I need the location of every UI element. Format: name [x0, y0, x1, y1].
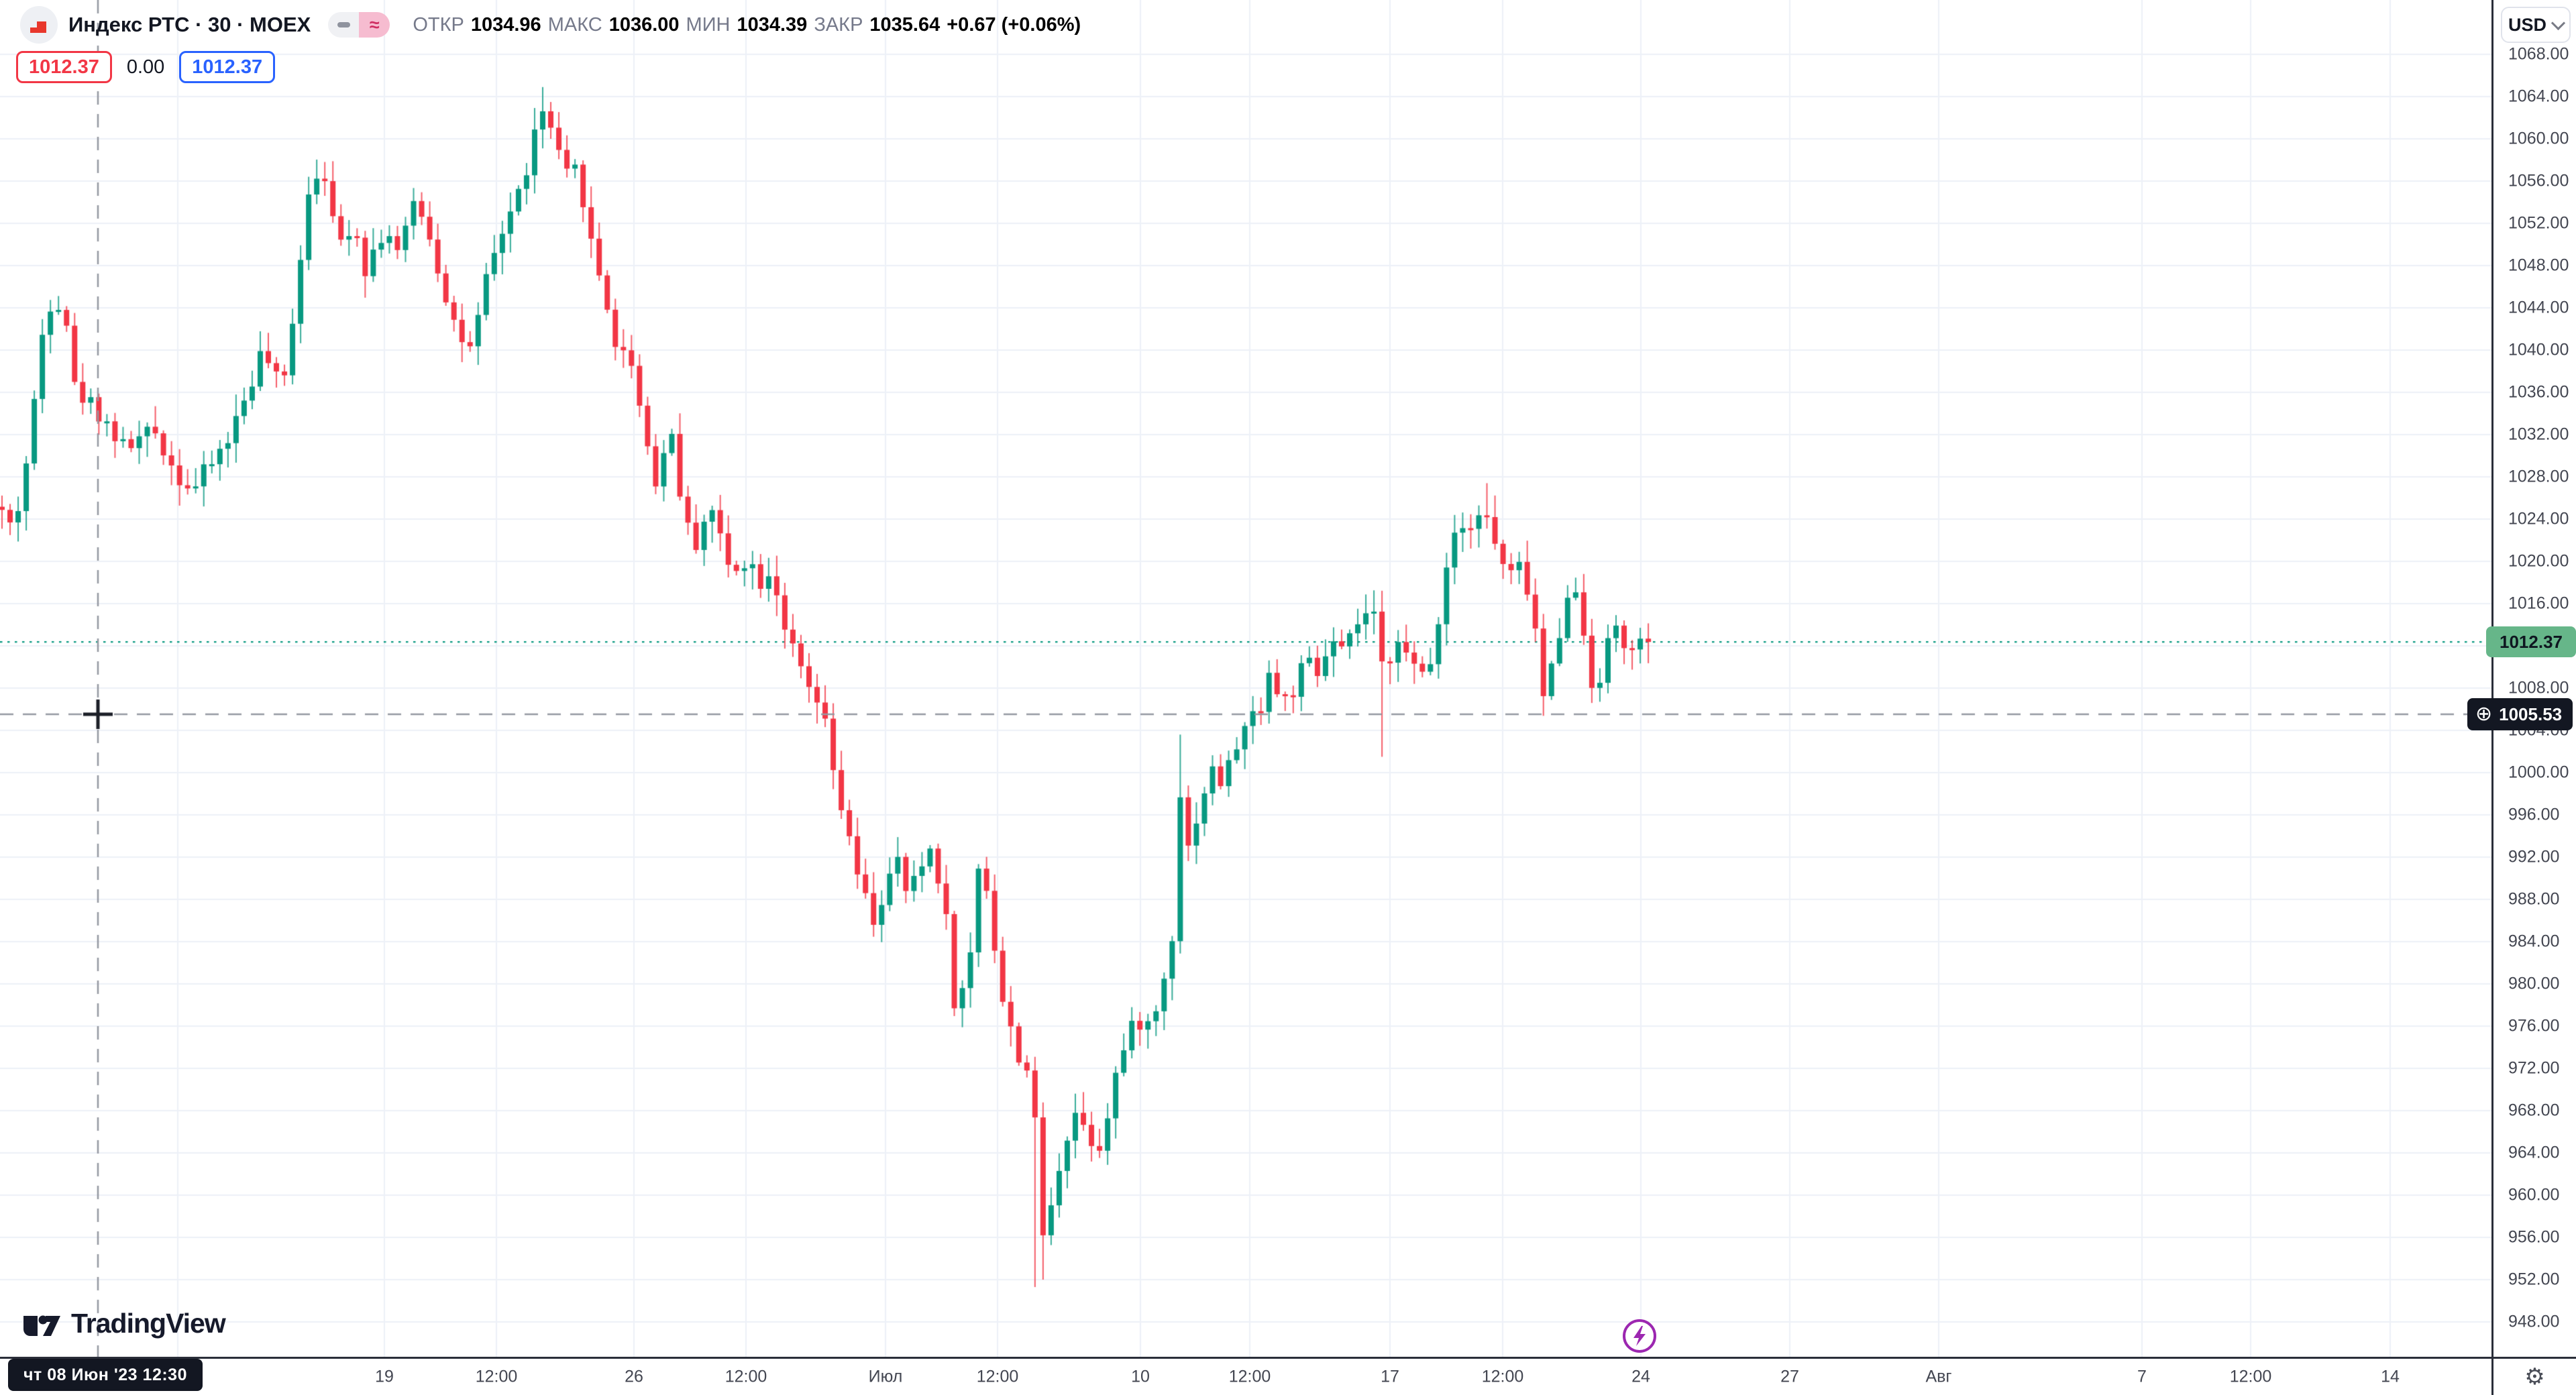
- time-tick: 12:00: [724, 1367, 767, 1386]
- time-tick: 14: [2381, 1367, 2400, 1386]
- time-tick: 24: [1631, 1367, 1650, 1386]
- currency-selector[interactable]: USD: [2501, 7, 2571, 43]
- time-tick: 12:00: [1481, 1367, 1524, 1386]
- price-tick: 988.00: [2508, 889, 2560, 909]
- tradingview-logo-text: TradingView: [71, 1308, 226, 1339]
- status-toggle-left[interactable]: [328, 12, 360, 38]
- open-value: 1034.96: [470, 13, 541, 36]
- price-tick: 976.00: [2508, 1016, 2560, 1036]
- time-tick: 27: [1780, 1367, 1799, 1386]
- time-tick: 12:00: [475, 1367, 518, 1386]
- price-tick: 1060.00: [2508, 129, 2569, 148]
- time-tick: 17: [1381, 1367, 1399, 1386]
- last-price-label: 1012.37: [2486, 626, 2576, 658]
- price-tick: 964.00: [2508, 1143, 2560, 1162]
- dash-icon: [337, 22, 350, 27]
- price-tick: 968.00: [2508, 1101, 2560, 1120]
- rts-logo-icon: [30, 21, 46, 33]
- price-tick: 1044.00: [2508, 298, 2569, 317]
- legend-price-lines-row: 1012.37 0.00 1012.37: [16, 51, 1081, 83]
- market-status-toggle[interactable]: ≈: [328, 12, 390, 38]
- price-tick: 980.00: [2508, 974, 2560, 993]
- time-tick: 26: [625, 1367, 643, 1386]
- legend-main-row: Индекс РТС · 30 · MOEX ≈ ОТКР 1034.96 МА…: [20, 6, 1081, 44]
- price-axis[interactable]: 1068.00 1064.00 1060.00 1056.00 1052.00 1048.…: [2491, 0, 2576, 1357]
- chevron-down-icon: [2551, 15, 2566, 30]
- price-tick: 952.00: [2508, 1270, 2560, 1289]
- chart-legend: Индекс РТС · 30 · MOEX ≈ ОТКР 1034.96 МА…: [16, 6, 1081, 83]
- time-tick: 19: [375, 1367, 394, 1386]
- price-tick: 1064.00: [2508, 87, 2569, 106]
- price-tick: 960.00: [2508, 1185, 2560, 1205]
- flash-update-icon[interactable]: [1621, 1317, 1658, 1358]
- price-tick: 1020.00: [2508, 551, 2569, 571]
- time-axis[interactable]: 131912:002612:00Июл12:001012:001712:0024…: [0, 1357, 2576, 1395]
- ohlc-values-row: ОТКР 1034.96 МАКС 1036.00 МИН 1034.39 ЗА…: [413, 14, 1081, 36]
- time-tick: Авг: [1925, 1367, 1952, 1386]
- currency-label: USD: [2508, 14, 2546, 35]
- low-label: МИН: [686, 13, 731, 36]
- time-tick: 12:00: [1228, 1367, 1271, 1386]
- close-label: ЗАКР: [814, 13, 863, 36]
- time-tick: 7: [2137, 1367, 2147, 1386]
- price-tick: 956.00: [2508, 1227, 2560, 1247]
- price-tick: 972.00: [2508, 1058, 2560, 1078]
- price-tick: 1056.00: [2508, 171, 2569, 190]
- change-value: +0.67 (+0.06%): [947, 13, 1081, 36]
- price-tick: 1028.00: [2508, 467, 2569, 486]
- time-tick: 12:00: [976, 1367, 1019, 1386]
- gear-icon[interactable]: ⚙: [2524, 1363, 2545, 1390]
- price-tick: 992.00: [2508, 847, 2560, 867]
- price-line-box-blue[interactable]: 1012.37: [179, 51, 276, 83]
- price-tick: 1040.00: [2508, 340, 2569, 359]
- price-tick: 996.00: [2508, 805, 2560, 824]
- price-tick: 1024.00: [2508, 509, 2569, 528]
- price-tick: 1000.00: [2508, 763, 2569, 782]
- close-value: 1035.64: [869, 13, 941, 36]
- symbol-logo-icon[interactable]: [20, 6, 58, 44]
- low-value: 1034.39: [737, 13, 808, 36]
- price-tick: 1052.00: [2508, 213, 2569, 233]
- price-tick: 984.00: [2508, 932, 2560, 951]
- symbol-title[interactable]: Индекс РТС · 30 · MOEX: [68, 13, 311, 36]
- high-value: 1036.00: [608, 13, 680, 36]
- tradingview-logo-icon: [23, 1315, 60, 1336]
- price-line-box-red[interactable]: 1012.37: [16, 51, 112, 83]
- crosshair-time-label: чт 08 Июн '23 12:30: [8, 1359, 203, 1391]
- time-tick: Июл: [868, 1367, 903, 1386]
- price-tick: 1032.00: [2508, 425, 2569, 444]
- status-toggle-right[interactable]: ≈: [359, 12, 390, 38]
- high-label: МАКС: [547, 13, 602, 36]
- price-line-diff: 0.00: [126, 56, 165, 78]
- price-tick: 1036.00: [2508, 382, 2569, 402]
- crosshair-price-value: 1005.53: [2499, 704, 2563, 724]
- approx-icon: ≈: [369, 14, 380, 35]
- time-tick: 12:00: [2229, 1367, 2272, 1386]
- open-label: ОТКР: [413, 13, 464, 36]
- crosshair-price-label: ⊕ 1005.53: [2467, 698, 2573, 730]
- price-tick: 1008.00: [2508, 678, 2569, 698]
- axis-settings-corner[interactable]: ⚙: [2491, 1357, 2576, 1395]
- time-tick: 10: [1131, 1367, 1150, 1386]
- price-tick: 1048.00: [2508, 256, 2569, 275]
- price-tick: 948.00: [2508, 1312, 2560, 1331]
- candlestick-chart-pane[interactable]: [0, 0, 2491, 1357]
- tradingview-branding[interactable]: TradingView: [23, 1308, 226, 1339]
- price-tick: 1068.00: [2508, 44, 2569, 64]
- add-alert-plus-icon[interactable]: ⊕: [2475, 702, 2493, 726]
- price-tick: 1016.00: [2508, 594, 2569, 613]
